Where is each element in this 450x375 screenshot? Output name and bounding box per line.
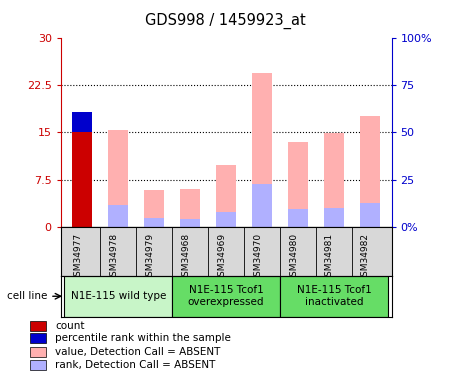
Bar [324, 134, 344, 227]
Text: GSM34977: GSM34977 [73, 233, 82, 282]
Text: value, Detection Call = ABSENT: value, Detection Call = ABSENT [55, 346, 220, 357]
Bar [360, 203, 380, 227]
Text: N1E-115 wild type: N1E-115 wild type [71, 291, 166, 301]
Bar [72, 132, 92, 227]
Bar [31, 333, 46, 343]
Bar [280, 276, 388, 317]
Bar [288, 209, 308, 227]
Text: percentile rank within the sample: percentile rank within the sample [55, 333, 231, 343]
Bar [144, 190, 164, 227]
Bar [31, 346, 46, 357]
Bar [108, 205, 128, 227]
Bar [144, 218, 164, 227]
Bar [31, 360, 46, 370]
Bar [288, 142, 308, 227]
Text: count: count [55, 321, 85, 331]
Bar [180, 189, 200, 227]
Bar [64, 276, 172, 317]
Text: GSM34978: GSM34978 [109, 233, 118, 282]
Bar [216, 212, 236, 227]
Text: GSM34979: GSM34979 [145, 233, 154, 282]
Bar [72, 112, 92, 132]
Bar [180, 219, 200, 227]
Text: GSM34981: GSM34981 [325, 233, 334, 282]
Text: N1E-115 Tcof1
overexpressed: N1E-115 Tcof1 overexpressed [188, 285, 265, 307]
Text: GSM34970: GSM34970 [253, 233, 262, 282]
Bar [252, 74, 272, 227]
Text: GSM34982: GSM34982 [361, 233, 370, 282]
Text: GSM34969: GSM34969 [217, 233, 226, 282]
Bar [252, 184, 272, 227]
Bar [324, 208, 344, 227]
Bar [216, 165, 236, 227]
Text: GSM34980: GSM34980 [289, 233, 298, 282]
Text: GSM34968: GSM34968 [181, 233, 190, 282]
Bar [108, 130, 128, 227]
Text: N1E-115 Tcof1
inactivated: N1E-115 Tcof1 inactivated [297, 285, 371, 307]
Bar [360, 116, 380, 227]
Text: GDS998 / 1459923_at: GDS998 / 1459923_at [144, 13, 306, 29]
Bar [172, 276, 280, 317]
Text: cell line: cell line [7, 291, 47, 301]
Bar [31, 321, 46, 331]
Text: rank, Detection Call = ABSENT: rank, Detection Call = ABSENT [55, 360, 216, 370]
